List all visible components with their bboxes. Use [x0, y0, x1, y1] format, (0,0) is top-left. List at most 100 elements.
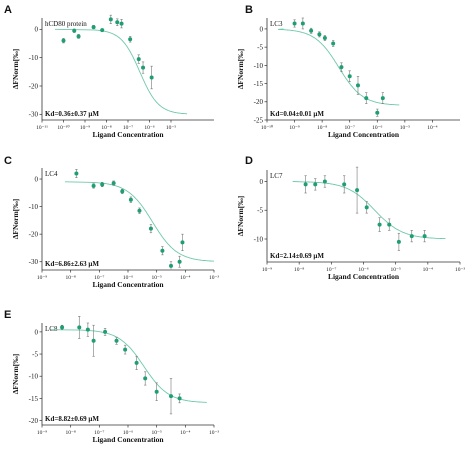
- x-tick-label: 10⁻⁴: [427, 125, 437, 131]
- data-point: [375, 110, 380, 115]
- x-tick-label: 10⁻⁴: [423, 267, 433, 273]
- y-tick-label: 0: [35, 175, 39, 183]
- x-tick-label: 10⁻¹⁰: [261, 124, 274, 131]
- y-axis-title: ΔFNorm[‰]: [11, 354, 20, 395]
- data-point: [136, 57, 141, 62]
- data-point: [148, 226, 153, 231]
- x-tick-label: 10⁻⁸: [66, 430, 76, 436]
- data-point: [292, 21, 297, 26]
- x-tick-label: 10⁻⁸: [66, 275, 76, 281]
- data-point: [177, 259, 182, 264]
- data-point: [342, 182, 347, 187]
- data-point: [169, 263, 173, 268]
- x-tick-label: 10⁻⁵: [152, 275, 162, 281]
- x-tick-label: 10⁻⁶: [123, 275, 133, 281]
- data-point: [103, 329, 108, 334]
- x-tick-label: 10⁻⁸: [101, 125, 111, 131]
- data-point: [322, 179, 327, 184]
- y-tick-label: -30: [29, 258, 39, 266]
- y-tick-label: -10: [29, 203, 39, 211]
- x-axis-title: Ligand Concentration: [92, 280, 164, 289]
- data-point: [119, 21, 124, 26]
- x-axis-title: Ligand Concentration: [328, 130, 400, 139]
- panel-d: D 10⁻⁹ 10⁻⁸ 10⁻⁷ 10⁻⁶ 10⁻⁵ 10⁻⁴ 10⁻³ 0 -5 -10 Ligan…: [236, 155, 465, 281]
- y-tick-label: -5: [257, 44, 263, 52]
- data-point: [91, 338, 96, 343]
- y-tick-label: -25: [254, 116, 264, 124]
- x-tick-label: 10⁻⁶: [123, 430, 133, 436]
- data-point: [160, 248, 165, 253]
- y-axis-title: ΔFNorm[‰]: [11, 49, 20, 90]
- data-point: [74, 171, 79, 176]
- data-point: [300, 21, 305, 26]
- data-point: [85, 327, 90, 332]
- data-point: [108, 17, 113, 22]
- panel-letter: D: [245, 155, 253, 167]
- y-tick-label: 0: [35, 26, 39, 34]
- panel-title: LC3: [270, 20, 283, 28]
- y-axis-title: ΔFNorm[‰]: [236, 196, 245, 237]
- data-point: [77, 325, 82, 330]
- y-axis-title: ΔFNorm[‰]: [236, 49, 245, 90]
- x-tick-label: 10⁻³: [209, 430, 219, 436]
- x-tick-label: 10⁻¹¹: [36, 125, 48, 131]
- x-tick-label: 10⁻⁸: [294, 267, 304, 273]
- x-tick-label: 10⁻¹⁰: [57, 124, 70, 131]
- panel-title: LC8: [45, 325, 58, 333]
- panel-letter: E: [4, 309, 11, 321]
- x-tick-label: 10⁻⁴: [180, 275, 190, 281]
- x-tick-label: 10⁻³: [209, 275, 219, 281]
- x-tick-label: 10⁻⁶: [372, 125, 382, 131]
- panel-b: B 10⁻¹⁰ 10⁻⁹ 10⁻⁸ 10⁻⁷ 10⁻⁶ 10⁻⁵ 10⁻⁴ 0 -5 -10 -15 -…: [236, 4, 460, 139]
- data-point: [115, 20, 120, 25]
- x-tick-label: 10⁻⁷: [326, 267, 336, 273]
- y-tick-label: -15: [29, 395, 39, 403]
- y-tick-label: -5: [32, 350, 38, 358]
- data-point: [380, 96, 385, 101]
- data-point: [137, 208, 142, 213]
- x-tick-label: 10⁻⁹: [37, 275, 47, 281]
- data-point: [364, 205, 369, 210]
- y-axis-title: ΔFNorm[‰]: [11, 199, 20, 240]
- panel-title: LC4: [45, 170, 58, 178]
- data-point: [72, 28, 77, 33]
- data-point: [377, 222, 382, 227]
- data-point: [355, 188, 360, 193]
- y-tick-label: 0: [35, 328, 39, 336]
- x-tick-label: 10⁻⁹: [37, 430, 47, 436]
- data-point: [114, 338, 119, 343]
- data-point: [123, 347, 128, 352]
- y-tick-label: -15: [254, 80, 264, 88]
- x-tick-label: 10⁻⁷: [345, 125, 355, 131]
- y-tick-label: 0: [260, 25, 264, 33]
- data-point: [76, 34, 81, 39]
- data-point: [313, 182, 318, 187]
- x-tick-label: 10⁻⁸: [317, 125, 327, 131]
- y-tick-label: -30: [29, 111, 39, 119]
- data-point: [154, 389, 159, 394]
- kd-label: Kd=0.36±0.37 μM: [45, 110, 99, 118]
- kd-label: Kd=8.82±0.69 μM: [45, 415, 99, 423]
- data-point: [180, 240, 185, 245]
- data-point: [317, 32, 322, 37]
- x-tick-label: 10⁻⁷: [94, 275, 104, 281]
- data-point: [309, 28, 314, 33]
- y-tick-label: -10: [254, 235, 264, 243]
- y-tick-label: -20: [29, 231, 39, 239]
- y-tick-label: -10: [254, 62, 264, 70]
- x-tick-label: 10⁻⁶: [144, 125, 154, 131]
- data-point: [364, 96, 369, 101]
- x-tick-label: 10⁻⁵: [391, 267, 401, 273]
- x-tick-label: 10⁻⁹: [80, 125, 90, 131]
- data-point: [91, 25, 96, 30]
- fit-curve: [54, 28, 188, 115]
- y-tick-label: -10: [29, 373, 39, 381]
- x-tick-label: 10⁻⁵: [166, 125, 176, 131]
- x-tick-label: 10⁻⁹: [289, 125, 299, 131]
- data-point: [331, 41, 336, 46]
- panel-title: LC7: [270, 172, 283, 180]
- y-tick-label: -20: [254, 98, 264, 106]
- data-point: [91, 183, 96, 188]
- x-tick-label: 10⁻⁵: [152, 430, 162, 436]
